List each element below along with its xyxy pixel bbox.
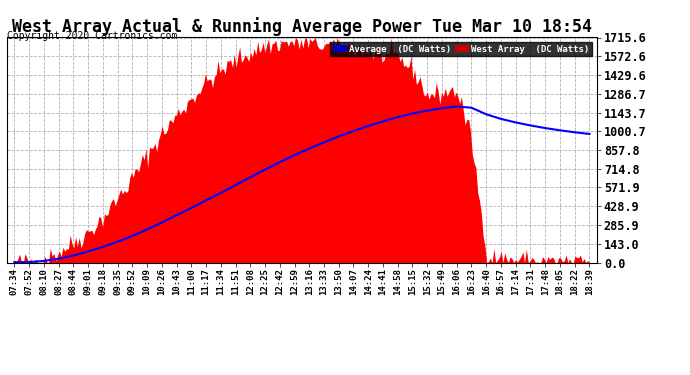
Legend: Average  (DC Watts), West Array  (DC Watts): Average (DC Watts), West Array (DC Watts… bbox=[331, 42, 592, 56]
Title: West Array Actual & Running Average Power Tue Mar 10 18:54: West Array Actual & Running Average Powe… bbox=[12, 17, 592, 36]
Text: Copyright 2020 Cartronics.com: Copyright 2020 Cartronics.com bbox=[7, 32, 177, 41]
